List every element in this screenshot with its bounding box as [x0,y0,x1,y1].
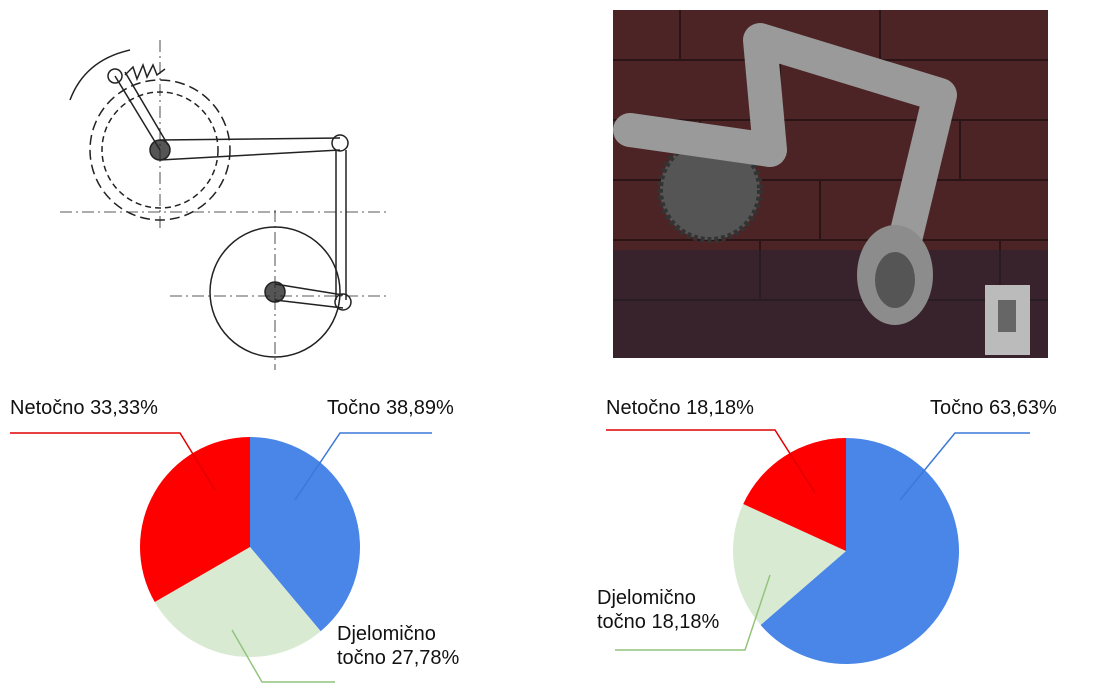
mechanism-drawing [60,35,390,370]
category-label: Netočno [606,397,681,419]
value-label: 33,33% [90,397,158,419]
canvas [0,0,1103,684]
slice-label: Djelomično točno 18,18% [597,586,737,634]
slice-label: Točno 63,63% [930,396,1103,420]
category-label: Točno [930,397,983,419]
robot-arm-painting [613,10,1048,358]
value-label: 18,18% [686,397,754,419]
value-label: 27,78% [392,647,460,669]
value-label: 63,63% [989,397,1057,419]
slice-label: Netočno 33,33% [10,396,210,420]
slice-label: Netočno 18,18% [606,396,806,420]
category-label: Točno [327,397,380,419]
value-label: 18,18% [652,611,720,633]
slice-label: Djelomično točno 27,78% [337,622,477,670]
category-label: Netočno [10,397,85,419]
page: (() => { const data = JSON.parse(documen… [0,0,1103,684]
value-label: 38,89% [386,397,454,419]
slice-label: Točno 38,89% [327,396,527,420]
